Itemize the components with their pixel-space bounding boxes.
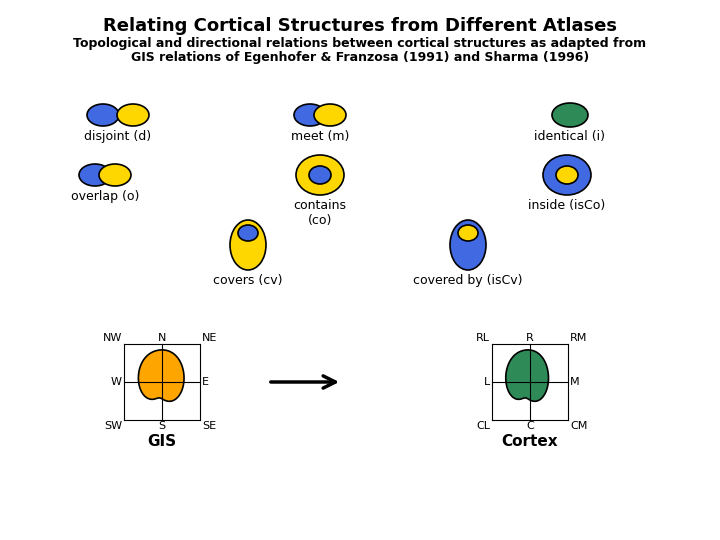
Text: NE: NE bbox=[202, 333, 217, 343]
Ellipse shape bbox=[458, 225, 478, 241]
Ellipse shape bbox=[117, 104, 149, 126]
Text: E: E bbox=[202, 377, 209, 387]
Text: SE: SE bbox=[202, 421, 216, 431]
Text: W: W bbox=[111, 377, 122, 387]
Ellipse shape bbox=[99, 164, 131, 186]
Ellipse shape bbox=[79, 164, 111, 186]
Ellipse shape bbox=[238, 225, 258, 241]
Text: inside (isCo): inside (isCo) bbox=[528, 199, 606, 212]
Text: CM: CM bbox=[570, 421, 588, 431]
Text: Cortex: Cortex bbox=[502, 434, 558, 449]
Text: disjoint (d): disjoint (d) bbox=[84, 130, 152, 143]
Text: C: C bbox=[526, 421, 534, 431]
Text: covers (cv): covers (cv) bbox=[213, 274, 283, 287]
Ellipse shape bbox=[87, 104, 119, 126]
Text: GIS relations of Egenhofer & Franzosa (1991) and Sharma (1996): GIS relations of Egenhofer & Franzosa (1… bbox=[131, 51, 589, 64]
Ellipse shape bbox=[552, 103, 588, 127]
Text: Relating Cortical Structures from Different Atlases: Relating Cortical Structures from Differ… bbox=[103, 17, 617, 35]
Text: covered by (isCv): covered by (isCv) bbox=[413, 274, 523, 287]
Ellipse shape bbox=[230, 220, 266, 270]
Text: overlap (o): overlap (o) bbox=[71, 190, 139, 203]
Text: meet (m): meet (m) bbox=[291, 130, 349, 143]
Text: Topological and directional relations between cortical structures as adapted fro: Topological and directional relations be… bbox=[73, 37, 647, 50]
Ellipse shape bbox=[314, 104, 346, 126]
Ellipse shape bbox=[294, 104, 326, 126]
Ellipse shape bbox=[450, 220, 486, 270]
Text: RM: RM bbox=[570, 333, 588, 343]
Ellipse shape bbox=[556, 166, 578, 184]
Text: L: L bbox=[484, 377, 490, 387]
Ellipse shape bbox=[296, 155, 344, 195]
Text: N: N bbox=[158, 333, 166, 343]
Text: GIS: GIS bbox=[148, 434, 176, 449]
Text: identical (i): identical (i) bbox=[534, 130, 606, 143]
Text: M: M bbox=[570, 377, 580, 387]
Text: contains
(co): contains (co) bbox=[294, 199, 346, 227]
Text: RL: RL bbox=[476, 333, 490, 343]
Text: NW: NW bbox=[103, 333, 122, 343]
Text: R: R bbox=[526, 333, 534, 343]
Text: CL: CL bbox=[476, 421, 490, 431]
Polygon shape bbox=[505, 350, 549, 401]
Ellipse shape bbox=[309, 166, 331, 184]
Text: S: S bbox=[158, 421, 166, 431]
Ellipse shape bbox=[543, 155, 591, 195]
Polygon shape bbox=[138, 350, 184, 401]
Text: SW: SW bbox=[104, 421, 122, 431]
